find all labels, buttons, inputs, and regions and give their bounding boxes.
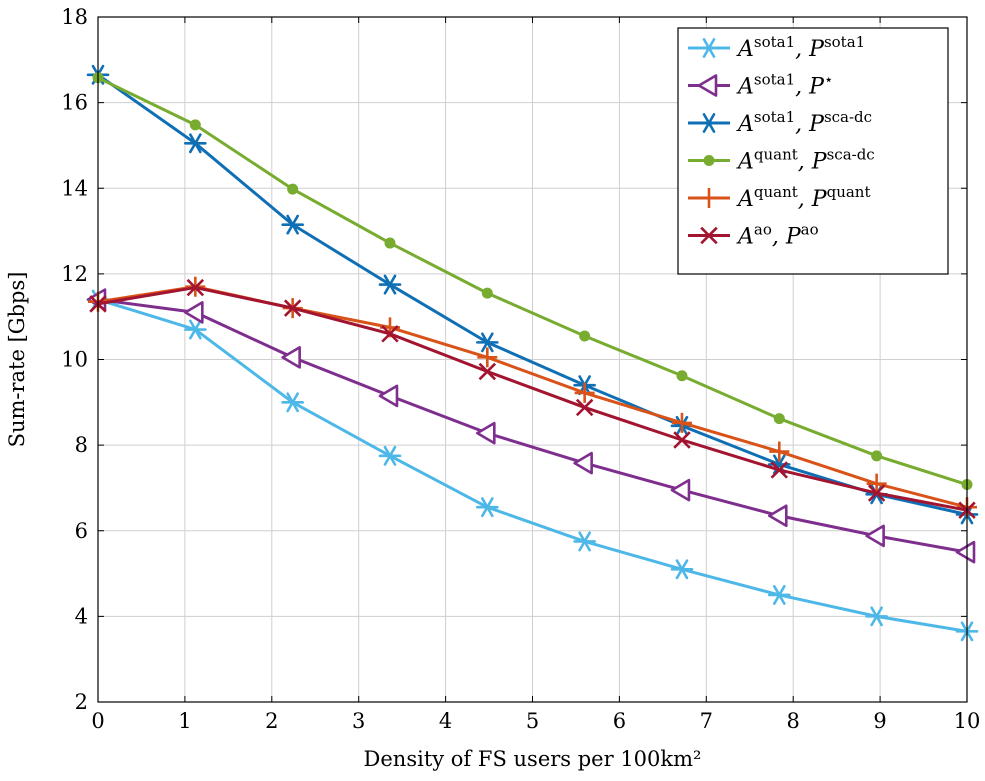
plus-marker xyxy=(866,473,887,494)
cross-marker xyxy=(283,299,302,317)
plus-marker xyxy=(477,347,498,368)
x-tick-label: 8 xyxy=(787,709,800,733)
legend-entry: Aquant, Pquant xyxy=(688,183,871,212)
cross-marker xyxy=(478,362,497,381)
plus-marker xyxy=(769,441,790,462)
plus-marker xyxy=(574,382,595,403)
legend-entry: Asota1, P⋆ xyxy=(688,71,833,100)
y-tick-label: 8 xyxy=(75,433,88,457)
series-line xyxy=(97,298,968,633)
asterisk-marker xyxy=(476,332,499,353)
cross-marker xyxy=(770,461,789,479)
legend-label: Asota1, Psca-dc xyxy=(736,108,872,137)
triangle-left-marker xyxy=(378,384,399,408)
x-tick-label: 0 xyxy=(91,709,104,733)
asterisk-marker xyxy=(378,445,402,466)
plus-marker xyxy=(699,188,719,208)
circle-marker xyxy=(481,287,493,299)
series-line xyxy=(97,76,968,486)
cross-marker xyxy=(186,278,205,297)
y-tick-label: 14 xyxy=(61,176,88,200)
x-tick-label: 5 xyxy=(526,709,539,733)
legend-entry: Aquant, Psca-dc xyxy=(688,146,875,175)
y-tick-label: 16 xyxy=(61,91,88,115)
legend-entry: Aao, Pao xyxy=(688,221,819,250)
cross-marker xyxy=(381,325,399,343)
x-tick-label: 9 xyxy=(873,709,886,733)
triangle-left-marker xyxy=(697,74,718,97)
series-line xyxy=(97,73,968,516)
asterisk-marker xyxy=(767,585,791,605)
triangle-left-marker xyxy=(865,524,885,548)
x-tick-label: 3 xyxy=(352,709,365,733)
asterisk-marker xyxy=(281,392,304,413)
legend-entry: Asota1, Psca-dc xyxy=(688,108,872,137)
triangle-left-marker xyxy=(767,504,788,528)
series-s2 xyxy=(86,288,976,564)
legend-label: Aquant, Psca-dc xyxy=(736,146,875,175)
y-tick-label: 2 xyxy=(75,690,88,714)
triangle-left-marker xyxy=(281,346,301,369)
triangle-left-marker xyxy=(670,478,691,502)
series-line xyxy=(97,298,968,554)
legend-label: Asota1, P⋆ xyxy=(736,71,833,100)
y-tick-label: 12 xyxy=(61,262,88,286)
triangle-left-marker xyxy=(476,421,496,445)
asterisk-marker xyxy=(184,319,207,340)
asterisk-marker xyxy=(573,531,596,552)
circle-marker xyxy=(287,183,299,195)
legend-label: Aquant, Pquant xyxy=(736,183,871,212)
triangle-left-marker xyxy=(955,540,976,564)
circle-marker xyxy=(384,237,396,249)
asterisk-marker xyxy=(697,38,721,58)
circle-marker xyxy=(579,330,591,342)
y-axis-label: Sum-rate [Gbps] xyxy=(5,272,29,448)
asterisk-marker xyxy=(476,497,499,518)
x-tick-label: 1 xyxy=(178,709,191,733)
y-tick-label: 10 xyxy=(61,348,88,372)
x-tick-label: 6 xyxy=(613,709,626,733)
series-s6 xyxy=(89,278,976,519)
cross-marker xyxy=(575,398,594,417)
series-line xyxy=(97,286,968,512)
legend-box xyxy=(677,27,949,275)
axis-ticks xyxy=(97,16,968,703)
legend-label: Aao, Pao xyxy=(736,221,819,250)
circle-marker xyxy=(871,450,883,462)
legend: Asota1, Psota1 Asota1, P⋆ Asota1, Psca-dc A… xyxy=(677,27,949,275)
asterisk-marker xyxy=(378,274,402,295)
asterisk-marker xyxy=(697,113,721,133)
cross-marker xyxy=(867,484,886,502)
x-axis-label: Density of FS users per 100km² xyxy=(364,747,702,771)
legend-entry: Asota1, Psota1 xyxy=(688,33,865,62)
y-tick-label: 18 xyxy=(61,5,88,29)
x-tick-label: 2 xyxy=(265,709,278,733)
circle-marker xyxy=(703,155,715,166)
cross-marker xyxy=(673,431,691,449)
circle-marker xyxy=(676,370,688,382)
x-tick-label: 4 xyxy=(439,709,452,733)
asterisk-marker xyxy=(865,606,888,627)
y-tick-label: 6 xyxy=(75,519,88,543)
circle-marker xyxy=(189,119,201,131)
x-tick-label: 7 xyxy=(700,709,713,733)
y-tick-label: 4 xyxy=(75,604,88,628)
triangle-left-marker xyxy=(184,301,204,324)
circle-marker xyxy=(773,413,785,425)
asterisk-marker xyxy=(281,214,304,235)
asterisk-marker xyxy=(670,559,694,580)
asterisk-marker xyxy=(184,133,207,154)
legend-label: Asota1, Psota1 xyxy=(736,33,865,62)
cross-marker xyxy=(700,226,718,245)
x-tick-label: 10 xyxy=(954,709,981,733)
plus-marker xyxy=(671,412,692,433)
triangle-left-marker xyxy=(573,451,593,475)
